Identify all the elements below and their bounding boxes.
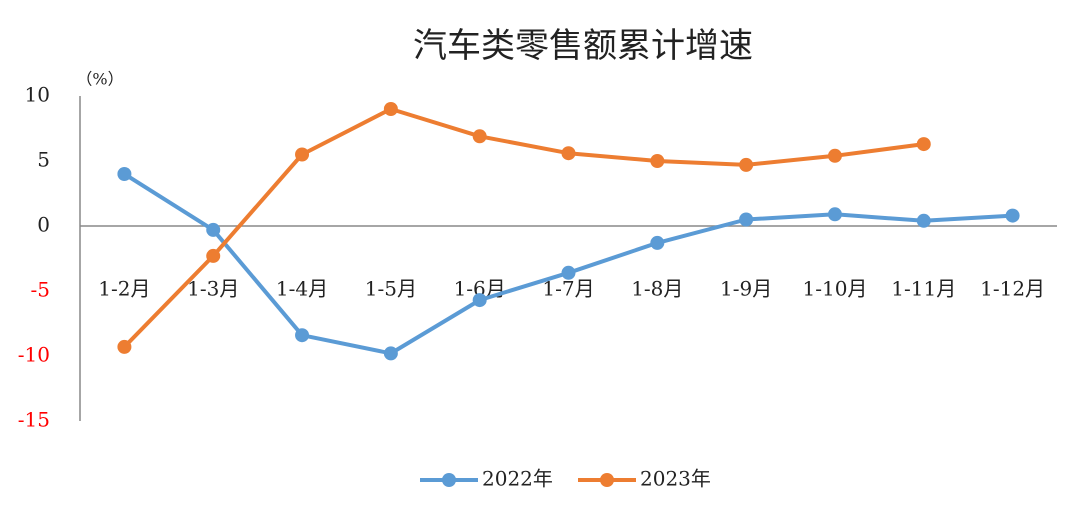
legend-label: 2022年 (482, 467, 553, 491)
point (739, 157, 754, 172)
x-tick-label: 1-3月 (187, 277, 239, 301)
point (739, 212, 754, 227)
point (383, 102, 398, 116)
y-tick-label: -15 (18, 408, 50, 432)
point (650, 154, 665, 168)
point (650, 235, 665, 250)
y-tick-label: 5 (37, 148, 50, 172)
point (827, 207, 842, 222)
point (561, 265, 576, 280)
point (472, 293, 487, 308)
y-tick-label: -10 (18, 343, 50, 367)
chart-title: 汽车类零售额累计增速 (413, 26, 753, 66)
y-unit: （%） (76, 70, 123, 89)
x-tick-label: 1-11月 (891, 277, 956, 301)
y-tick-label: 10 (25, 83, 50, 107)
point (916, 213, 931, 228)
point (916, 137, 931, 152)
legend-label: 2023年 (640, 467, 711, 491)
point (1005, 208, 1020, 223)
point (117, 167, 132, 181)
x-tick-label: 1-7月 (542, 277, 594, 301)
point (295, 147, 310, 162)
point (206, 248, 221, 263)
x-tick-label: 1-4月 (276, 277, 328, 301)
y-tick-label: -5 (31, 278, 50, 302)
point (383, 346, 398, 361)
y-tick-label: 0 (37, 213, 50, 237)
series-line (122, 107, 925, 349)
x-tick-label: 1-9月 (720, 277, 772, 301)
x-tick-label: 1-8月 (631, 277, 683, 301)
legend-marker (600, 473, 614, 487)
x-tick-label: 1-10月 (802, 277, 867, 301)
x-tick-label: 1-5月 (365, 277, 417, 301)
point (472, 129, 487, 144)
point (561, 146, 576, 161)
point (117, 339, 132, 354)
x-tick-label: 1-2月 (98, 277, 150, 301)
point (206, 222, 221, 237)
legend-marker (442, 473, 456, 487)
point (295, 328, 310, 343)
x-tick-label: 1-12月 (980, 277, 1045, 301)
point (827, 148, 842, 163)
series-line (123, 172, 1013, 356)
